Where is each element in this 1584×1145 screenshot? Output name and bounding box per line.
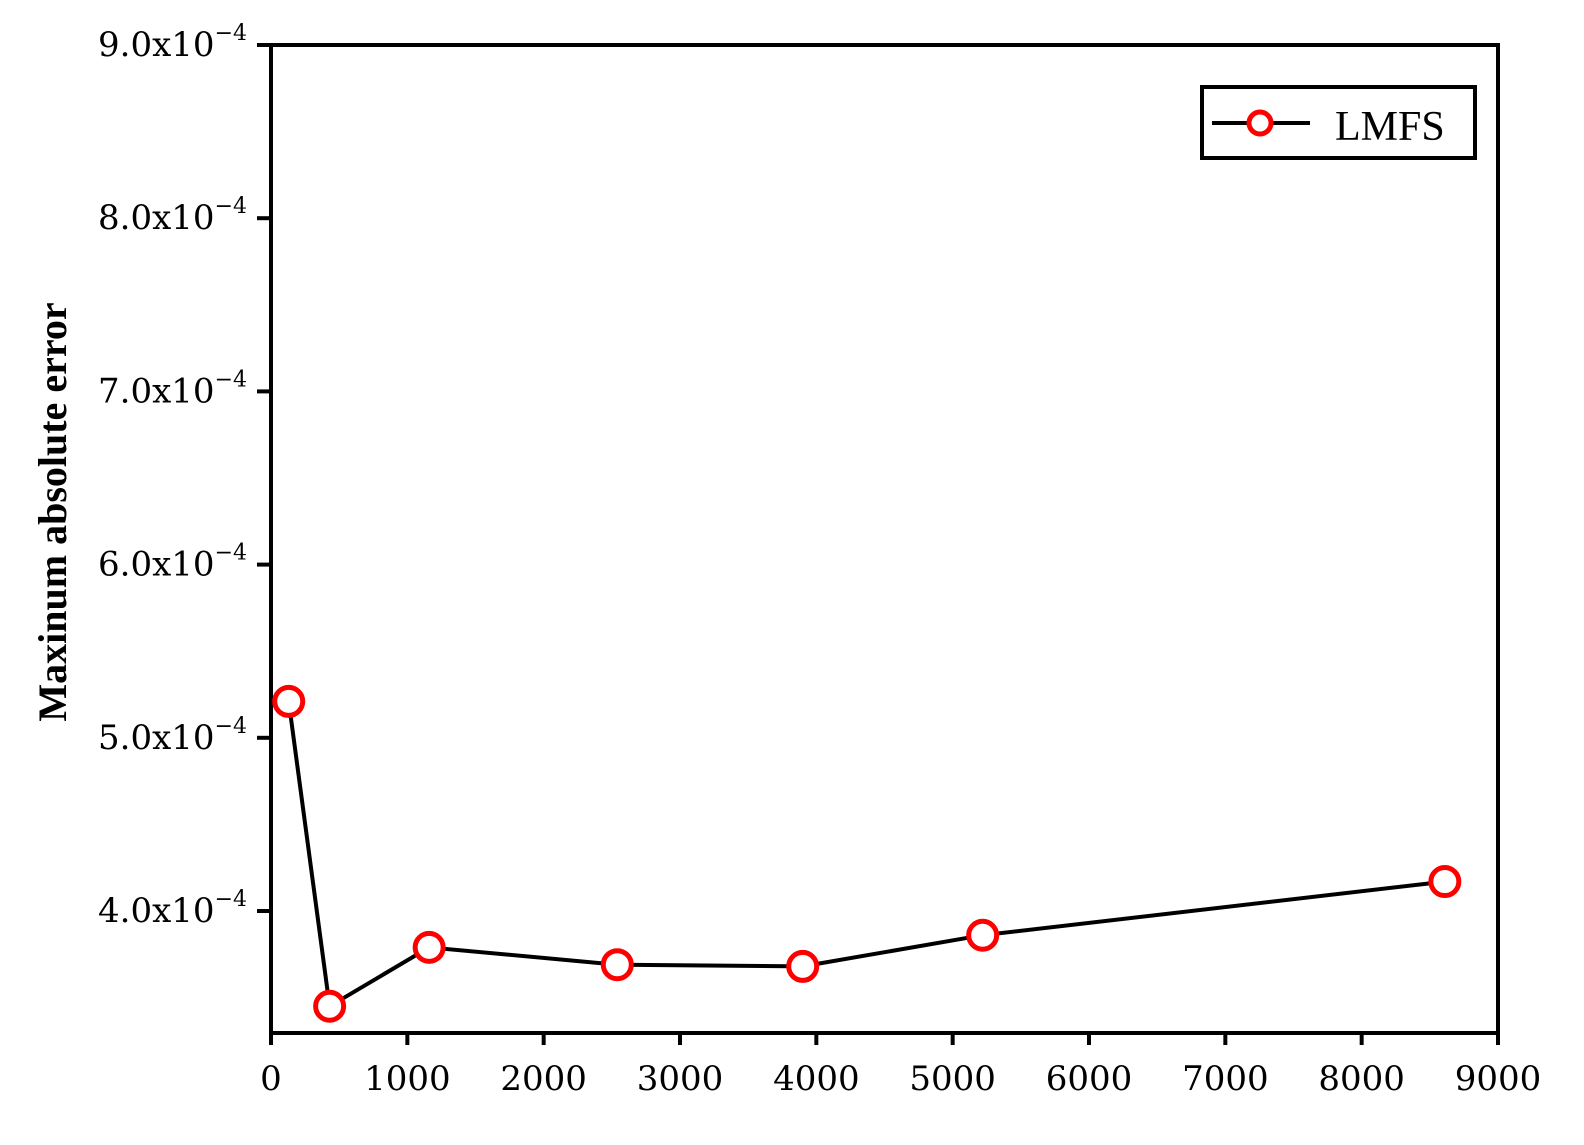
data-point xyxy=(1428,865,1462,899)
series-line-lmfs xyxy=(286,701,1446,1010)
x-tick-label: 6000 xyxy=(1046,1059,1133,1099)
x-tick-label: 0 xyxy=(260,1059,282,1099)
x-tick-label: 9000 xyxy=(1455,1059,1542,1099)
y-axis-label: Maxinum absolute error xyxy=(30,302,75,721)
data-point xyxy=(412,930,446,964)
y-tick-label: 6.0x10−4 xyxy=(98,541,247,585)
x-tick-label: 8000 xyxy=(1318,1059,1405,1099)
data-point xyxy=(272,684,306,718)
x-axis: 0 1000 2000 3000 4000 5000 6000 7000 8000 9000 xyxy=(260,1033,1541,1099)
series-markers xyxy=(272,684,1462,1023)
y-tick-label: 8.0x10−4 xyxy=(98,194,247,238)
y-axis: 4.0x10−4 5.0x10−4 6.0x10−4 7.0x10−4 8.0x10−4… xyxy=(98,21,271,931)
data-point xyxy=(966,918,1000,952)
x-tick-label: 4000 xyxy=(773,1059,860,1099)
y-tick-label: 5.0x10−4 xyxy=(98,714,247,758)
x-tick-label: 3000 xyxy=(637,1059,724,1099)
x-tick-label: 7000 xyxy=(1182,1059,1269,1099)
x-tick-label: 2000 xyxy=(500,1059,587,1099)
y-tick-label: 4.0x10−4 xyxy=(98,887,247,931)
legend-marker-sample xyxy=(1246,109,1274,137)
x-tick-label: 1000 xyxy=(364,1059,451,1099)
x-tick-label: 5000 xyxy=(909,1059,996,1099)
legend-label: LMFS xyxy=(1335,104,1445,150)
legend: LMFS xyxy=(1200,85,1477,160)
y-tick-label: 7.0x10−4 xyxy=(98,367,247,411)
plot-frame xyxy=(269,43,1500,1035)
y-tick-label: 9.0x10−4 xyxy=(98,21,247,65)
data-point xyxy=(786,949,820,983)
data-point xyxy=(313,989,347,1023)
data-point xyxy=(600,948,634,982)
